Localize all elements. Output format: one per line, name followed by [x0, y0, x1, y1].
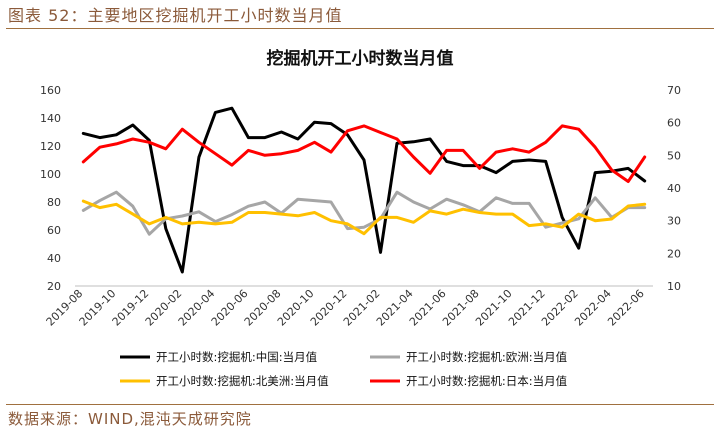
- chart-title: 挖掘机开工小时数当月值: [267, 48, 454, 69]
- x-axis: 2019-082019-102019-122020-022020-042020-…: [44, 287, 647, 329]
- series-line-3: [81, 124, 647, 183]
- top-rule: [6, 28, 714, 29]
- right-tick-label: 30: [667, 215, 681, 228]
- series-layer: [81, 106, 647, 274]
- legend-label-0: 开工小时数:挖掘机:中国:当月值: [156, 350, 318, 364]
- left-tick-label: 120: [40, 140, 61, 153]
- left-tick-label: 20: [47, 280, 61, 293]
- right-y-axis: 10 20 30 40 50 60 70: [667, 84, 681, 293]
- left-tick-label: 60: [47, 224, 61, 237]
- right-tick-label: 40: [667, 182, 681, 195]
- source-note: 数据来源：WIND,混沌天成研究院: [8, 410, 252, 428]
- left-tick-label: 100: [40, 168, 61, 181]
- left-tick-label: 80: [47, 196, 61, 209]
- legend-label-2: 开工小时数:挖掘机:北美洲:当月值: [156, 374, 329, 388]
- figure-title: 图表 52：主要地区挖掘机开工小时数当月值: [8, 6, 343, 25]
- legend-label-3: 开工小时数:挖掘机:日本:当月值: [406, 374, 568, 388]
- left-tick-label: 160: [40, 84, 61, 97]
- legend: 开工小时数:挖掘机:中国:当月值 开工小时数:挖掘机:欧洲:当月值开工小时数:挖掘…: [120, 350, 568, 388]
- right-tick-label: 60: [667, 117, 681, 130]
- bottom-rule: [6, 404, 714, 405]
- series-line-2: [81, 199, 647, 236]
- right-tick-label: 70: [667, 84, 681, 97]
- legend-label-1: 开工小时数:挖掘机:欧洲:当月值: [406, 350, 568, 364]
- right-tick-label: 20: [667, 247, 681, 260]
- right-tick-label: 10: [667, 280, 681, 293]
- left-tick-label: 40: [47, 252, 61, 265]
- left-y-axis: 20 40 60 80 100 120 140 160: [40, 84, 61, 293]
- series-line-0: [81, 106, 647, 274]
- left-tick-label: 140: [40, 112, 61, 125]
- x-tick-label: 2022-06: [605, 287, 647, 329]
- line-chart: 挖掘机开工小时数当月值 20 40 60 80 100 120 140 160 10 20 30 4…: [40, 48, 681, 388]
- right-tick-label: 50: [667, 149, 681, 162]
